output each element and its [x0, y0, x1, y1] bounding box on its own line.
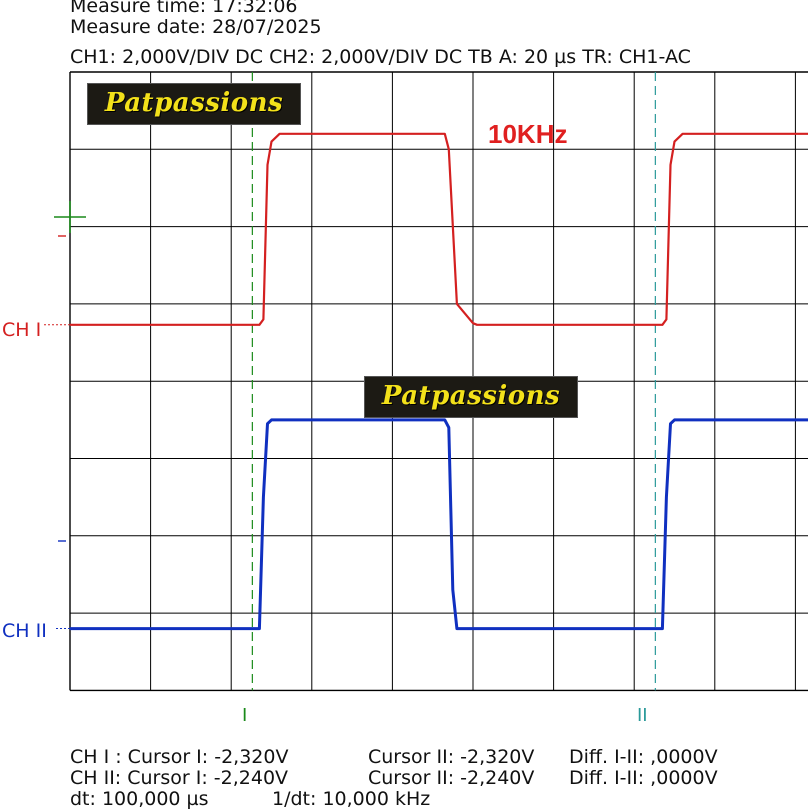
- watermark-logo-middle: Patpassions: [364, 376, 578, 418]
- footer-ch2-cursor2: Cursor II: -2,240V: [368, 767, 535, 789]
- waveform-traces: [70, 132, 808, 631]
- footer-ch1-diff: Diff. I-II: ,0000V: [569, 746, 718, 768]
- measure-date: Measure date: 28/07/2025: [70, 16, 322, 38]
- reference-markers: [44, 201, 86, 630]
- graticule: [69, 71, 808, 692]
- ch2-label: CH II: [2, 620, 47, 642]
- frequency-annotation: 10KHz: [488, 119, 567, 149]
- ch2-trace: [70, 418, 808, 631]
- footer-dt: dt: 100,000 µs: [70, 788, 209, 810]
- watermark-logo-top: Patpassions: [87, 83, 301, 125]
- measure-time: Measure time: 17:32:06: [70, 0, 298, 17]
- footer-ch2-diff: Diff. I-II: ,0000V: [569, 767, 718, 789]
- scope-settings: CH1: 2,000V/DIV DC CH2: 2,000V/DIV DC TB…: [70, 46, 691, 68]
- footer-ch2-cursor1: CH II: Cursor I: -2,240V: [70, 767, 289, 789]
- ch1-trace: [70, 132, 808, 326]
- footer-inv-dt: 1/dt: 10,000 kHz: [272, 788, 431, 810]
- ch1-label: CH I: [2, 319, 41, 341]
- cursor-lines[interactable]: [251, 72, 656, 691]
- footer-ch1-cursor1: CH I : Cursor I: -2,320V: [70, 746, 289, 768]
- cursor-1-label: I: [242, 705, 247, 726]
- cursor-2-label: II: [637, 705, 648, 726]
- footer-ch1-cursor2: Cursor II: -2,320V: [368, 746, 535, 768]
